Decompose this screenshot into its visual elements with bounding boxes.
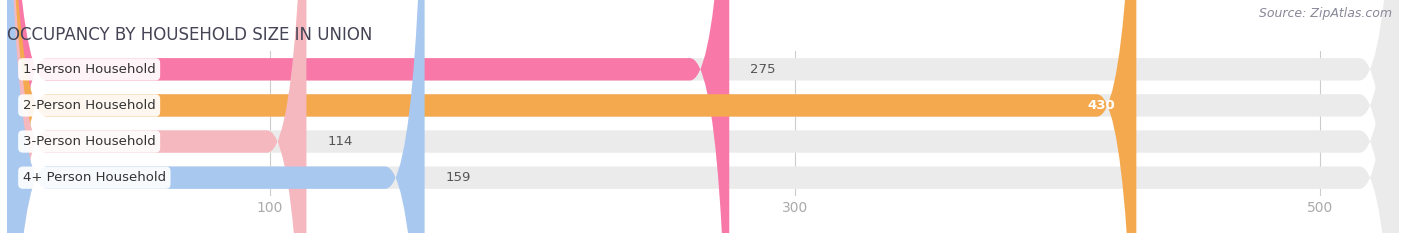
FancyBboxPatch shape — [7, 0, 1399, 233]
Text: OCCUPANCY BY HOUSEHOLD SIZE IN UNION: OCCUPANCY BY HOUSEHOLD SIZE IN UNION — [7, 26, 373, 44]
Text: 275: 275 — [751, 63, 776, 76]
Text: 114: 114 — [328, 135, 353, 148]
Text: 430: 430 — [1088, 99, 1115, 112]
FancyBboxPatch shape — [7, 0, 425, 233]
Text: Source: ZipAtlas.com: Source: ZipAtlas.com — [1258, 7, 1392, 20]
Text: 2-Person Household: 2-Person Household — [22, 99, 156, 112]
FancyBboxPatch shape — [7, 0, 730, 233]
Text: 159: 159 — [446, 171, 471, 184]
FancyBboxPatch shape — [7, 0, 1136, 233]
FancyBboxPatch shape — [7, 0, 1399, 233]
FancyBboxPatch shape — [7, 0, 1399, 233]
FancyBboxPatch shape — [7, 0, 1399, 233]
FancyBboxPatch shape — [7, 0, 307, 233]
Text: 1-Person Household: 1-Person Household — [22, 63, 156, 76]
Text: 3-Person Household: 3-Person Household — [22, 135, 156, 148]
Text: 4+ Person Household: 4+ Person Household — [22, 171, 166, 184]
